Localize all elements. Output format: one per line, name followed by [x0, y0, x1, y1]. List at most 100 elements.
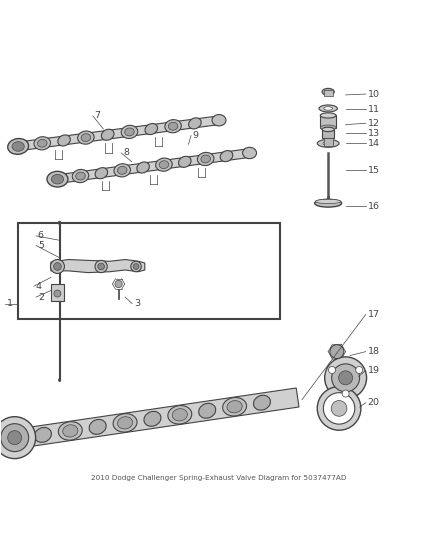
Ellipse shape — [35, 427, 51, 442]
Bar — [324, 138, 332, 146]
Circle shape — [317, 386, 361, 430]
Ellipse shape — [76, 172, 85, 180]
Ellipse shape — [172, 409, 187, 421]
Text: 2: 2 — [38, 293, 44, 302]
Ellipse shape — [227, 401, 242, 413]
Ellipse shape — [121, 125, 138, 139]
Ellipse shape — [78, 131, 94, 144]
Ellipse shape — [51, 174, 64, 184]
Polygon shape — [0, 388, 299, 450]
Ellipse shape — [38, 139, 47, 147]
Ellipse shape — [317, 140, 339, 147]
Text: 2010 Dodge Challenger Spring-Exhaust Valve Diagram for 5037477AD: 2010 Dodge Challenger Spring-Exhaust Val… — [91, 475, 347, 481]
Ellipse shape — [322, 127, 334, 132]
Ellipse shape — [165, 119, 181, 133]
Text: 18: 18 — [367, 347, 379, 356]
Ellipse shape — [179, 156, 191, 167]
Ellipse shape — [220, 151, 233, 161]
Ellipse shape — [315, 199, 341, 204]
Bar — [18, 223, 280, 319]
Circle shape — [0, 417, 35, 458]
Ellipse shape — [144, 411, 161, 426]
Polygon shape — [18, 116, 219, 151]
Ellipse shape — [58, 135, 71, 146]
Polygon shape — [57, 149, 250, 183]
Circle shape — [133, 264, 139, 269]
Ellipse shape — [59, 378, 61, 382]
Ellipse shape — [12, 142, 24, 151]
Ellipse shape — [63, 425, 78, 437]
Ellipse shape — [58, 221, 61, 224]
Circle shape — [330, 345, 344, 359]
Ellipse shape — [8, 139, 28, 155]
Circle shape — [356, 367, 363, 374]
Circle shape — [50, 260, 64, 273]
Ellipse shape — [155, 158, 172, 171]
Ellipse shape — [168, 406, 192, 424]
Ellipse shape — [324, 107, 332, 110]
Ellipse shape — [319, 105, 337, 112]
Ellipse shape — [72, 169, 89, 183]
Circle shape — [328, 367, 336, 374]
Ellipse shape — [320, 113, 336, 118]
Ellipse shape — [254, 395, 271, 410]
Text: 19: 19 — [367, 366, 379, 375]
Text: 3: 3 — [134, 299, 140, 308]
Circle shape — [53, 263, 61, 270]
Ellipse shape — [58, 422, 82, 440]
Ellipse shape — [101, 129, 114, 140]
Text: 5: 5 — [38, 241, 44, 250]
Ellipse shape — [137, 162, 149, 173]
Ellipse shape — [34, 136, 50, 150]
Ellipse shape — [189, 118, 201, 129]
Circle shape — [331, 400, 347, 416]
Ellipse shape — [117, 166, 127, 174]
Ellipse shape — [322, 88, 334, 95]
Ellipse shape — [47, 171, 68, 187]
Text: 1: 1 — [7, 299, 13, 308]
Text: 11: 11 — [367, 105, 379, 114]
Ellipse shape — [145, 124, 158, 135]
Ellipse shape — [117, 417, 133, 429]
Ellipse shape — [89, 419, 106, 434]
Ellipse shape — [4, 430, 28, 448]
Text: 15: 15 — [367, 166, 379, 175]
Circle shape — [95, 261, 107, 272]
Text: 13: 13 — [367, 129, 380, 138]
Circle shape — [98, 263, 105, 270]
Ellipse shape — [113, 414, 137, 432]
Ellipse shape — [81, 134, 91, 142]
Ellipse shape — [320, 125, 336, 130]
Text: 10: 10 — [367, 90, 379, 99]
Bar — [51, 284, 64, 301]
Text: 12: 12 — [367, 119, 379, 128]
Ellipse shape — [114, 164, 131, 177]
Ellipse shape — [223, 398, 247, 416]
Text: 7: 7 — [95, 111, 101, 120]
Ellipse shape — [314, 199, 342, 207]
Text: 14: 14 — [367, 139, 379, 148]
Text: 6: 6 — [38, 231, 44, 240]
Text: 16: 16 — [367, 202, 379, 211]
Circle shape — [339, 371, 353, 385]
Circle shape — [54, 290, 61, 297]
Ellipse shape — [201, 155, 210, 163]
Text: 4: 4 — [35, 281, 42, 290]
Circle shape — [115, 280, 122, 288]
Circle shape — [1, 424, 28, 451]
Bar — [322, 130, 334, 138]
Circle shape — [332, 364, 360, 392]
Ellipse shape — [199, 403, 215, 418]
Circle shape — [8, 431, 21, 445]
Ellipse shape — [198, 152, 214, 166]
Text: 17: 17 — [367, 310, 379, 319]
Ellipse shape — [159, 161, 169, 168]
Ellipse shape — [212, 115, 226, 126]
Text: 8: 8 — [123, 149, 129, 157]
Bar — [324, 90, 332, 96]
Circle shape — [323, 393, 355, 424]
Ellipse shape — [95, 168, 108, 179]
Ellipse shape — [8, 433, 23, 445]
Text: 20: 20 — [367, 398, 379, 407]
Text: 9: 9 — [193, 131, 199, 140]
